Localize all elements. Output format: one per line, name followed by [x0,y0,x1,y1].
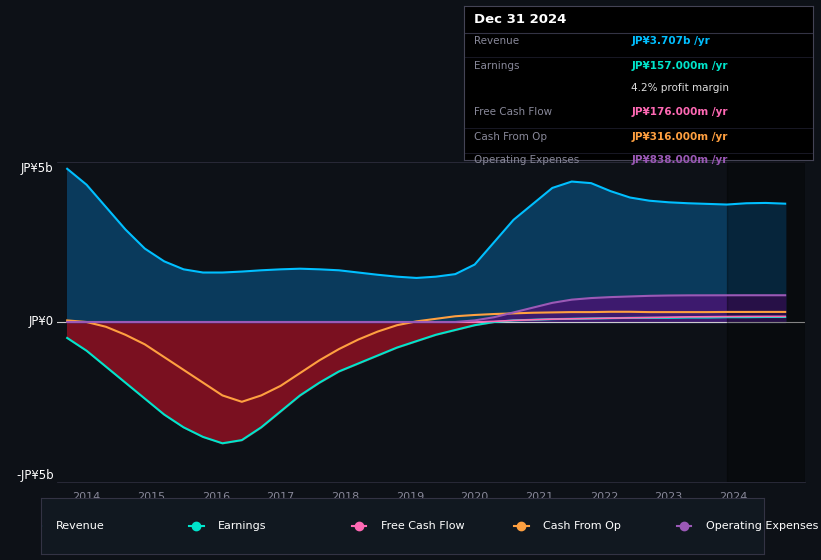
Text: JP¥3.707b /yr: JP¥3.707b /yr [631,36,710,46]
Text: Dec 31 2024: Dec 31 2024 [475,13,566,26]
Text: JP¥838.000m /yr: JP¥838.000m /yr [631,155,727,165]
Text: JP¥157.000m /yr: JP¥157.000m /yr [631,61,728,71]
Text: Operating Expenses: Operating Expenses [475,155,580,165]
Text: JP¥176.000m /yr: JP¥176.000m /yr [631,108,728,117]
Text: -JP¥5b: -JP¥5b [16,469,53,482]
Text: Cash From Op: Cash From Op [475,132,548,142]
Text: Earnings: Earnings [218,521,267,531]
Text: JP¥316.000m /yr: JP¥316.000m /yr [631,132,727,142]
Text: Free Cash Flow: Free Cash Flow [381,521,464,531]
Text: Earnings: Earnings [475,61,520,71]
Text: 4.2% profit margin: 4.2% profit margin [631,83,729,92]
Text: Cash From Op: Cash From Op [544,521,621,531]
Text: Revenue: Revenue [475,36,520,46]
Text: JP¥5b: JP¥5b [21,162,53,175]
Text: JP¥0: JP¥0 [29,315,53,329]
Text: Free Cash Flow: Free Cash Flow [475,108,553,117]
Bar [727,162,805,482]
Text: Revenue: Revenue [56,521,104,531]
Text: Operating Expenses: Operating Expenses [706,521,818,531]
